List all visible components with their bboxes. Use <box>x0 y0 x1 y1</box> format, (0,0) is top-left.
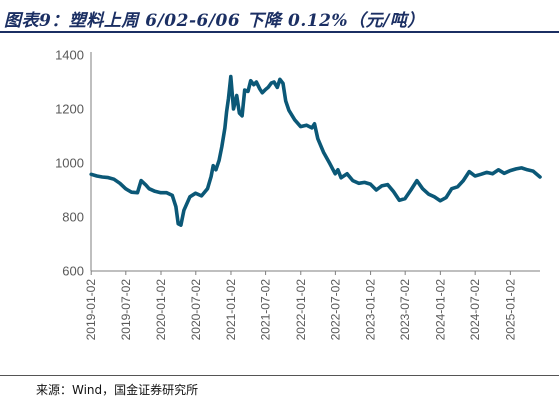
x-tick-label: 2022-07-02 <box>328 279 342 341</box>
figure-header: 图表9：塑料上周 6/02-6/06 下降 0.12%（元/吨） <box>0 0 559 33</box>
title-underline <box>0 31 559 33</box>
y-tick-label: 600 <box>62 264 84 279</box>
x-tick-label: 2024-07-02 <box>468 279 482 341</box>
x-tick-label: 2019-07-02 <box>119 279 133 341</box>
source-note: 来源：Wind，国金证券研究所 <box>36 383 199 397</box>
x-tick-label: 2023-01-02 <box>364 279 378 341</box>
y-tick-label: 800 <box>62 210 84 225</box>
x-tick-label: 2019-01-02 <box>84 279 98 341</box>
chart-axes <box>90 52 540 272</box>
x-tick-label: 2024-01-02 <box>433 279 447 341</box>
y-tick-label: 1200 <box>55 102 84 117</box>
footer-divider <box>0 375 559 376</box>
x-tick-label: 2020-01-02 <box>154 279 168 341</box>
y-tick-label: 1000 <box>55 156 84 171</box>
y-axis-ticks: 600 800 1000 1200 1400 <box>55 48 84 279</box>
x-tick-label: 2020-07-02 <box>189 279 203 341</box>
x-tick-label: 2021-07-02 <box>259 279 273 341</box>
x-tick-label: 2021-01-02 <box>224 279 238 341</box>
price-series-line <box>89 74 542 227</box>
x-tick-label: 2023-07-02 <box>398 279 412 341</box>
chart-title: 图表9：塑料上周 6/02-6/06 下降 0.12%（元/吨） <box>4 11 425 31</box>
x-tick-label: 2022-01-02 <box>294 279 308 341</box>
y-tick-label: 1400 <box>55 48 84 63</box>
x-tick-label: 2025-01-02 <box>503 279 517 341</box>
x-axis-ticks: 2019-01-02 2019-07-02 2020-01-02 2020-07-02… <box>84 271 517 340</box>
